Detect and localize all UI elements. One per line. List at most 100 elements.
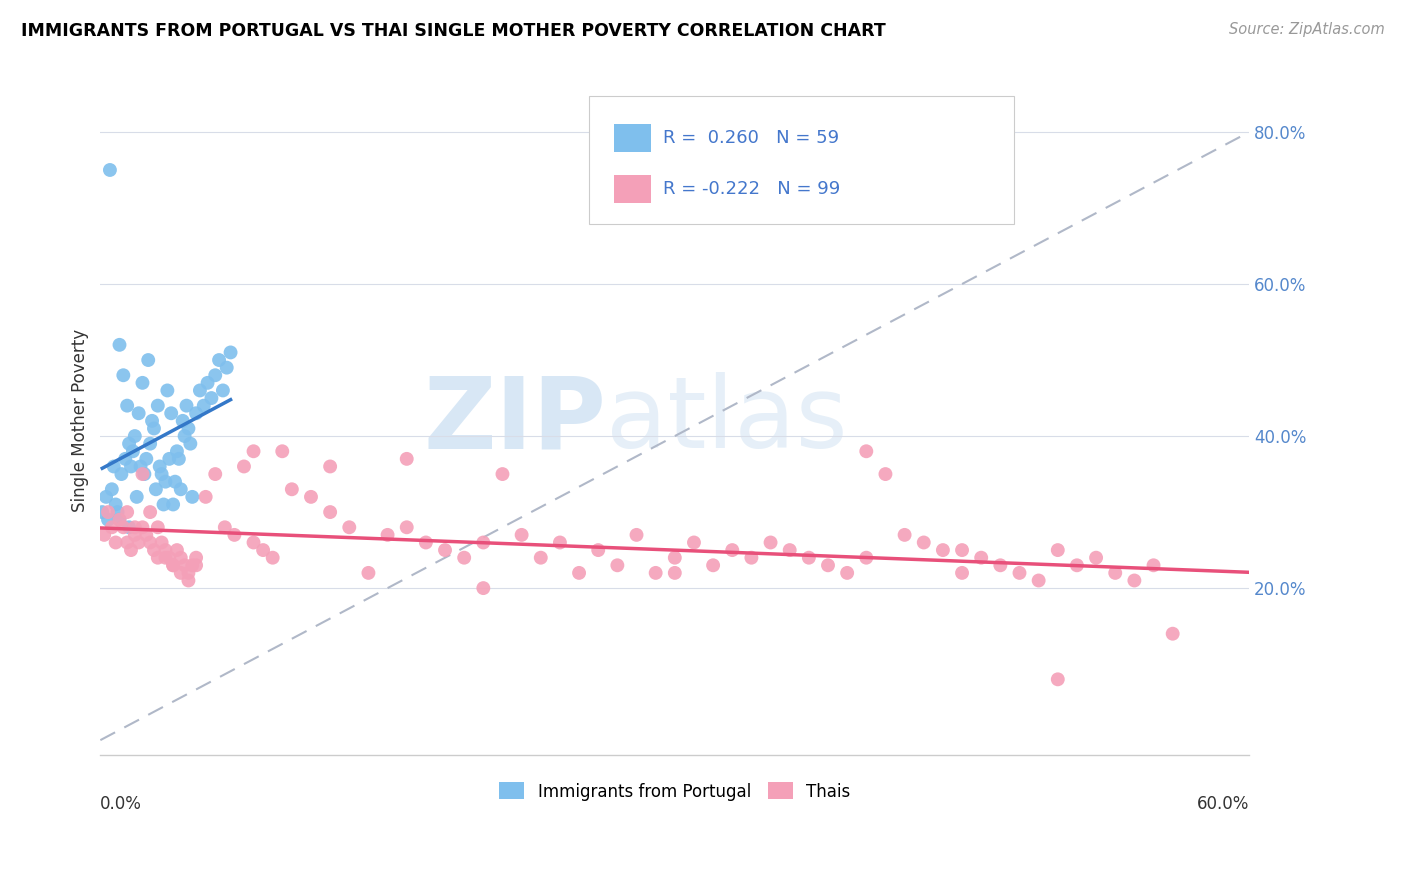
Text: ZIP: ZIP	[423, 372, 606, 469]
Point	[103, 459, 125, 474]
Point	[135, 451, 157, 466]
Text: IMMIGRANTS FROM PORTUGAL VS THAI SINGLE MOTHER POVERTY CORRELATION CHART: IMMIGRANTS FROM PORTUGAL VS THAI SINGLE …	[21, 22, 886, 40]
Point	[395, 451, 418, 466]
Point	[988, 558, 1011, 573]
Point	[214, 520, 236, 534]
Point	[319, 459, 342, 474]
Point	[779, 543, 801, 558]
Point	[157, 550, 180, 565]
Point	[118, 520, 141, 534]
Point	[170, 483, 193, 497]
Point	[163, 475, 186, 489]
Point	[139, 535, 162, 549]
Point	[120, 543, 142, 558]
Point	[702, 558, 724, 573]
Point	[950, 543, 973, 558]
Point	[1161, 626, 1184, 640]
Point	[510, 528, 533, 542]
Point	[94, 490, 117, 504]
Point	[299, 490, 322, 504]
Text: R =  0.260   N = 59: R = 0.260 N = 59	[664, 128, 839, 147]
Point	[912, 535, 935, 549]
Point	[759, 535, 782, 549]
Point	[112, 368, 135, 383]
Point	[233, 459, 256, 474]
Point	[177, 566, 200, 580]
Text: 60.0%: 60.0%	[1197, 796, 1250, 814]
Point	[377, 528, 399, 542]
Bar	[614, 175, 651, 202]
Point	[98, 163, 121, 178]
Point	[242, 535, 264, 549]
Point	[194, 490, 217, 504]
Point	[208, 353, 231, 368]
Point	[155, 543, 177, 558]
Point	[143, 421, 166, 435]
Point	[134, 467, 156, 481]
Point	[817, 558, 839, 573]
Point	[472, 535, 495, 549]
Point	[139, 505, 162, 519]
Point	[200, 391, 222, 405]
Point	[128, 406, 150, 420]
Point	[1085, 550, 1108, 565]
Point	[893, 528, 915, 542]
Point	[472, 581, 495, 595]
Point	[129, 459, 152, 474]
Point	[143, 543, 166, 558]
Point	[162, 498, 184, 512]
Point	[204, 368, 226, 383]
Point	[197, 376, 219, 390]
Point	[93, 528, 115, 542]
Point	[1028, 574, 1050, 588]
Point	[626, 528, 648, 542]
Y-axis label: Single Mother Poverty: Single Mother Poverty	[72, 329, 89, 512]
Point	[162, 558, 184, 573]
Bar	[614, 124, 651, 152]
Point	[204, 467, 226, 481]
Point	[664, 566, 686, 580]
Point	[1008, 566, 1031, 580]
Point	[150, 535, 173, 549]
Point	[114, 451, 136, 466]
Point	[124, 520, 146, 534]
Point	[145, 483, 167, 497]
Point	[157, 451, 180, 466]
Point	[193, 399, 215, 413]
Point	[160, 406, 183, 420]
Point	[181, 558, 204, 573]
Point	[242, 444, 264, 458]
Point	[797, 550, 820, 565]
Point	[108, 338, 131, 352]
Point	[453, 550, 475, 565]
Point	[120, 459, 142, 474]
Point	[568, 566, 591, 580]
Point	[115, 535, 138, 549]
Point	[1046, 543, 1069, 558]
Text: R = -0.222   N = 99: R = -0.222 N = 99	[664, 179, 841, 198]
Point	[135, 528, 157, 542]
Point	[664, 550, 686, 565]
Point	[319, 505, 342, 519]
Point	[179, 436, 201, 450]
Point	[606, 558, 628, 573]
Point	[337, 520, 360, 534]
Point	[1104, 566, 1126, 580]
Point	[855, 550, 877, 565]
Point	[125, 490, 148, 504]
Point	[491, 467, 513, 481]
Point	[1142, 558, 1164, 573]
Point	[101, 483, 124, 497]
Point	[149, 459, 172, 474]
Point	[104, 498, 127, 512]
Point	[150, 467, 173, 481]
Point	[107, 505, 129, 519]
Point	[415, 535, 437, 549]
Point	[683, 535, 706, 549]
Text: Source: ZipAtlas.com: Source: ZipAtlas.com	[1229, 22, 1385, 37]
Point	[166, 444, 188, 458]
Point	[112, 520, 135, 534]
Point	[115, 399, 138, 413]
Point	[184, 406, 207, 420]
Point	[146, 520, 169, 534]
